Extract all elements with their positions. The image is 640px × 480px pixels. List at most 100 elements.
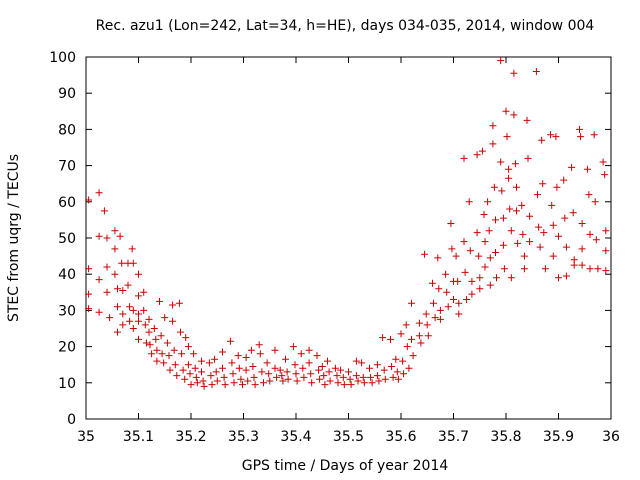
data-point-plus bbox=[191, 364, 199, 372]
data-point-plus bbox=[513, 207, 520, 215]
data-point-plus bbox=[305, 359, 313, 367]
data-point-plus bbox=[114, 285, 121, 293]
data-point-plus bbox=[507, 274, 515, 282]
data-point-plus bbox=[150, 325, 158, 332]
data-point-plus bbox=[429, 279, 436, 287]
data-point-plus bbox=[242, 366, 250, 374]
data-point-plus bbox=[337, 366, 345, 374]
data-point-plus bbox=[442, 270, 450, 278]
data-point-plus bbox=[434, 254, 442, 262]
data-point-plus bbox=[146, 341, 154, 349]
data-point-plus bbox=[85, 196, 93, 204]
data-point-plus bbox=[368, 379, 376, 387]
data-point-plus bbox=[219, 348, 226, 356]
data-point-plus bbox=[239, 381, 246, 389]
data-point-plus bbox=[518, 201, 526, 209]
data-point-plus bbox=[476, 285, 484, 293]
x-tick-label: 35.1 bbox=[123, 429, 154, 445]
data-point-plus bbox=[547, 131, 555, 139]
data-point-plus bbox=[346, 375, 354, 383]
data-point-plus bbox=[103, 234, 111, 242]
data-point-plus bbox=[602, 267, 610, 275]
data-point-plus bbox=[578, 261, 586, 269]
data-point-plus bbox=[466, 247, 474, 255]
data-point-plus bbox=[300, 373, 308, 381]
data-point-plus bbox=[489, 122, 497, 130]
data-point-plus bbox=[315, 366, 323, 374]
data-point-plus bbox=[153, 346, 161, 354]
data-point-plus bbox=[229, 370, 237, 378]
data-point-plus bbox=[114, 303, 121, 311]
data-point-plus bbox=[490, 183, 498, 191]
data-point-plus bbox=[523, 116, 531, 124]
data-point-plus bbox=[492, 249, 499, 256]
data-point-plus bbox=[444, 303, 452, 311]
data-point-plus bbox=[436, 306, 444, 314]
data-point-plus bbox=[502, 107, 510, 115]
y-tick-label: 80 bbox=[58, 122, 76, 138]
data-point-plus bbox=[463, 296, 471, 303]
data-point-plus bbox=[485, 227, 493, 235]
data-point-plus bbox=[367, 373, 375, 381]
data-point-plus bbox=[289, 343, 297, 351]
data-point-plus bbox=[510, 111, 518, 119]
data-point-plus bbox=[198, 368, 205, 376]
data-point-plus bbox=[200, 382, 208, 390]
data-point-plus bbox=[461, 268, 469, 276]
data-point-plus bbox=[95, 308, 103, 316]
data-point-plus bbox=[242, 354, 250, 361]
data-point-plus bbox=[585, 191, 593, 199]
data-point-plus bbox=[103, 263, 111, 271]
x-tick-label: 35.9 bbox=[543, 429, 574, 445]
data-point-plus bbox=[169, 317, 177, 325]
data-point-plus bbox=[415, 332, 423, 340]
data-point-plus bbox=[476, 274, 484, 282]
data-point-plus bbox=[152, 335, 160, 343]
data-point-plus bbox=[85, 305, 93, 313]
data-point-plus bbox=[450, 296, 457, 303]
data-point-plus bbox=[473, 229, 481, 237]
data-point-plus bbox=[325, 368, 333, 376]
data-point-plus bbox=[373, 361, 381, 369]
data-point-plus bbox=[366, 364, 373, 372]
data-point-plus bbox=[590, 131, 598, 139]
data-point-plus bbox=[326, 377, 334, 385]
data-point-plus bbox=[388, 363, 396, 370]
data-point-plus bbox=[213, 377, 221, 385]
data-point-plus bbox=[408, 335, 415, 343]
data-point-plus bbox=[460, 154, 468, 162]
data-point-plus bbox=[400, 370, 408, 378]
data-point-plus bbox=[271, 346, 279, 354]
data-point-plus bbox=[297, 350, 305, 358]
data-point-plus bbox=[505, 165, 513, 173]
data-point-plus bbox=[526, 238, 534, 246]
data-point-plus bbox=[255, 341, 263, 349]
data-point-plus bbox=[548, 201, 556, 209]
data-point-plus bbox=[555, 274, 562, 282]
data-point-plus bbox=[561, 214, 569, 222]
data-point-plus bbox=[506, 205, 514, 213]
y-tick-label: 30 bbox=[58, 303, 76, 319]
data-point-plus bbox=[85, 290, 93, 298]
data-point-plus bbox=[422, 310, 430, 318]
data-point-plus bbox=[175, 299, 183, 307]
y-tick-label: 10 bbox=[58, 376, 76, 392]
data-point-plus bbox=[156, 297, 163, 305]
data-point-plus bbox=[95, 276, 103, 284]
data-point-plus bbox=[184, 361, 192, 369]
data-point-plus bbox=[106, 314, 114, 322]
data-point-plus bbox=[423, 321, 431, 329]
data-point-plus bbox=[468, 277, 476, 285]
y-tick-label: 90 bbox=[58, 86, 76, 102]
data-point-plus bbox=[119, 310, 127, 318]
data-point-plus bbox=[157, 332, 165, 340]
data-point-plus bbox=[198, 357, 205, 365]
data-point-plus bbox=[430, 299, 437, 307]
data-point-plus bbox=[111, 270, 119, 278]
data-point-plus bbox=[513, 183, 520, 191]
data-point-plus bbox=[166, 366, 174, 374]
data-point-plus bbox=[454, 277, 462, 285]
x-tick-label: 35.3 bbox=[228, 429, 259, 445]
data-point-plus bbox=[140, 306, 148, 314]
x-tick-label: 35.6 bbox=[385, 429, 416, 445]
